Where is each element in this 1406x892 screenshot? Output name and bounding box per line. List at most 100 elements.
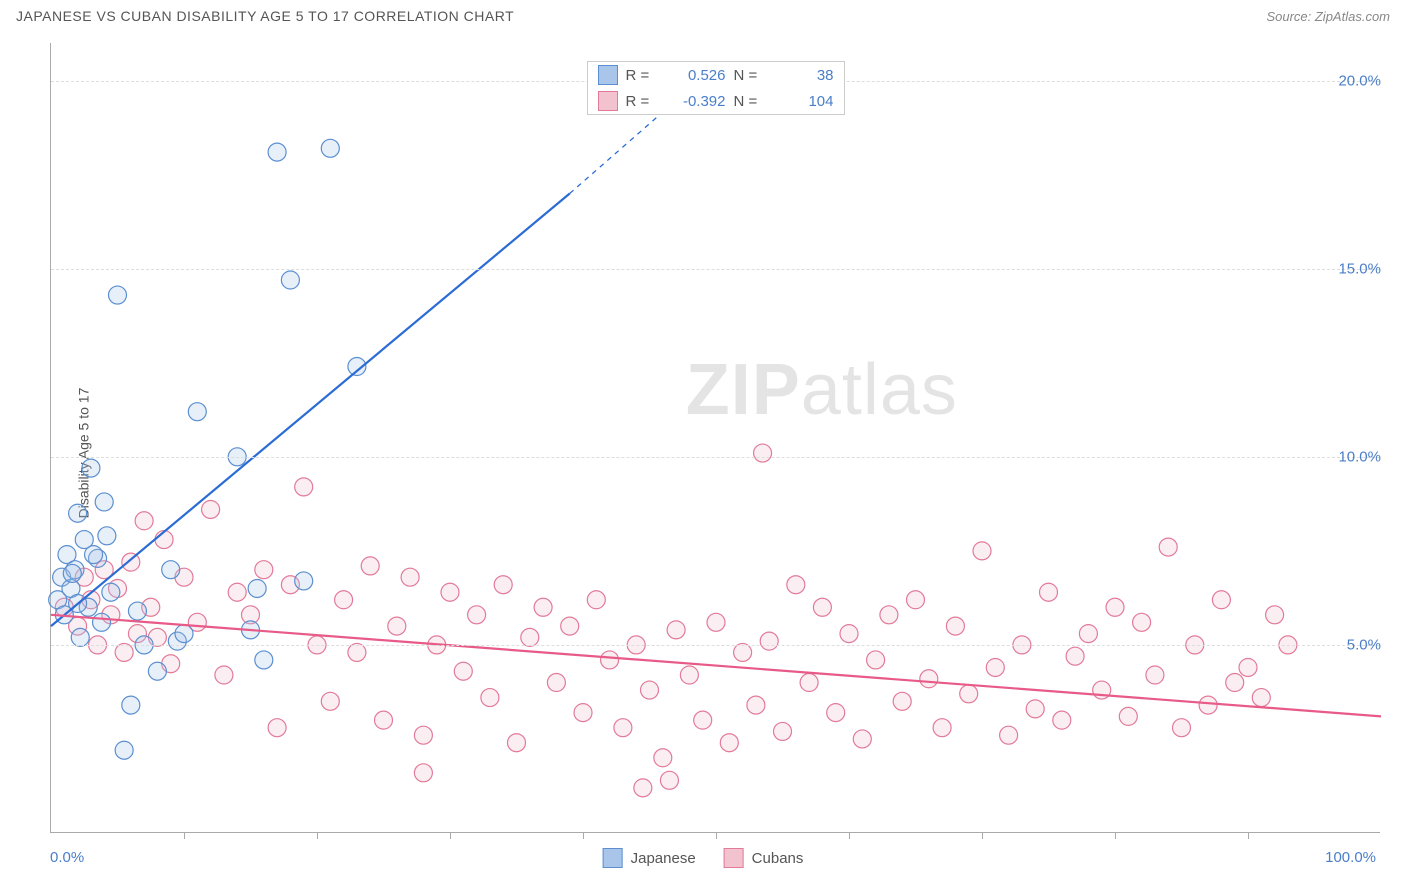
data-point xyxy=(268,143,286,161)
gridline xyxy=(51,645,1380,646)
data-point xyxy=(388,617,406,635)
data-point xyxy=(1079,625,1097,643)
data-point xyxy=(1000,726,1018,744)
data-point xyxy=(880,606,898,624)
data-point xyxy=(907,591,925,609)
data-point xyxy=(122,553,140,571)
chart-header: JAPANESE VS CUBAN DISABILITY AGE 5 TO 17… xyxy=(0,0,1406,28)
data-point xyxy=(720,734,738,752)
data-point xyxy=(69,504,87,522)
data-point xyxy=(148,662,166,680)
y-tick-label: 10.0% xyxy=(1321,448,1381,465)
data-point xyxy=(920,670,938,688)
x-tick xyxy=(317,832,318,839)
data-point xyxy=(361,557,379,575)
data-point xyxy=(654,749,672,767)
data-point xyxy=(468,606,486,624)
data-point xyxy=(986,658,1004,676)
data-point xyxy=(85,546,103,564)
gridline xyxy=(51,269,1380,270)
data-point xyxy=(774,722,792,740)
data-point xyxy=(634,779,652,797)
data-point xyxy=(1266,606,1284,624)
legend-label: Cubans xyxy=(752,850,804,867)
x-tick xyxy=(1248,832,1249,839)
data-point xyxy=(946,617,964,635)
data-point xyxy=(295,478,313,496)
stats-legend: R = 0.526 N = 38 R = -0.392 N = 104 xyxy=(587,61,845,115)
n-label: N = xyxy=(734,67,766,84)
chart-title: JAPANESE VS CUBAN DISABILITY AGE 5 TO 17… xyxy=(16,8,514,24)
n-label: N = xyxy=(734,93,766,110)
data-point xyxy=(754,444,772,462)
legend-swatch xyxy=(603,848,623,868)
data-point xyxy=(521,628,539,646)
data-point xyxy=(561,617,579,635)
data-point xyxy=(1212,591,1230,609)
data-point xyxy=(641,681,659,699)
data-point xyxy=(508,734,526,752)
data-point xyxy=(1066,647,1084,665)
data-point xyxy=(1173,719,1191,737)
data-point xyxy=(933,719,951,737)
swatch-cubans xyxy=(598,91,618,111)
x-tick xyxy=(716,832,717,839)
data-point xyxy=(348,643,366,661)
r-label: R = xyxy=(626,93,658,110)
legend-swatch xyxy=(724,848,744,868)
data-point xyxy=(1040,583,1058,601)
data-point xyxy=(787,576,805,594)
y-tick-label: 15.0% xyxy=(1321,260,1381,277)
data-point xyxy=(155,531,173,549)
data-point xyxy=(128,602,146,620)
stats-row-cubans: R = -0.392 N = 104 xyxy=(588,88,844,114)
data-point xyxy=(188,403,206,421)
data-point xyxy=(95,493,113,511)
x-tick xyxy=(184,832,185,839)
x-tick xyxy=(982,832,983,839)
data-point xyxy=(1226,674,1244,692)
data-point xyxy=(1133,613,1151,631)
data-point xyxy=(694,711,712,729)
data-point xyxy=(1252,689,1270,707)
data-point xyxy=(614,719,632,737)
data-point xyxy=(255,651,273,669)
data-point xyxy=(98,527,116,545)
data-point xyxy=(707,613,725,631)
data-point xyxy=(574,704,592,722)
data-point xyxy=(115,643,133,661)
n-value-japanese: 38 xyxy=(774,67,834,84)
data-point xyxy=(973,542,991,560)
data-point xyxy=(494,576,512,594)
data-point xyxy=(414,726,432,744)
data-point xyxy=(281,271,299,289)
data-point xyxy=(1026,700,1044,718)
x-tick xyxy=(849,832,850,839)
legend-label: Japanese xyxy=(631,850,696,867)
r-value-cubans: -0.392 xyxy=(666,93,726,110)
data-point xyxy=(228,583,246,601)
data-point xyxy=(1053,711,1071,729)
data-point xyxy=(1239,658,1257,676)
scatter-svg xyxy=(51,43,1380,832)
data-point xyxy=(454,662,472,680)
data-point xyxy=(760,632,778,650)
data-point xyxy=(321,139,339,157)
data-point xyxy=(335,591,353,609)
data-point xyxy=(853,730,871,748)
data-point xyxy=(1159,538,1177,556)
data-point xyxy=(800,674,818,692)
y-tick-label: 20.0% xyxy=(1321,72,1381,89)
x-axis-max: 100.0% xyxy=(1325,849,1376,866)
data-point xyxy=(840,625,858,643)
data-point xyxy=(1119,707,1137,725)
data-point xyxy=(135,512,153,530)
data-point xyxy=(202,500,220,518)
x-tick xyxy=(450,832,451,839)
trend-line xyxy=(51,193,570,626)
data-point xyxy=(375,711,393,729)
data-point xyxy=(667,621,685,639)
data-point xyxy=(175,625,193,643)
data-point xyxy=(547,674,565,692)
legend-item: Japanese xyxy=(603,848,696,868)
